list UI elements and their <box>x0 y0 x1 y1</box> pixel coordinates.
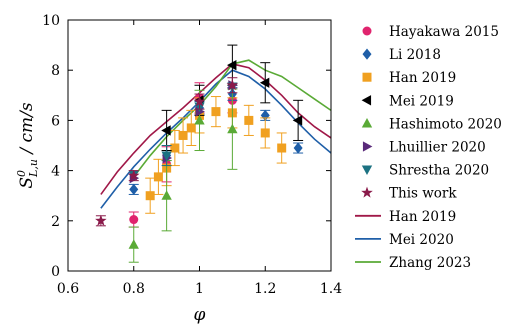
data-point-7-2 <box>193 95 206 107</box>
data-point-1-5 <box>293 142 303 154</box>
data-point-6-1 <box>161 151 172 161</box>
data-point-2-11 <box>277 143 287 153</box>
data-point-2-0 <box>145 191 155 201</box>
data-point-2-9 <box>244 115 254 125</box>
legend-label: Zhang 2023 <box>389 255 471 271</box>
plot-area <box>95 44 332 263</box>
y-tick-label: 2 <box>51 214 60 230</box>
y-tick-label: 0 <box>51 264 60 280</box>
data-point-3-4 <box>292 115 303 126</box>
data-point-7-1 <box>127 169 140 181</box>
data-point-4-3 <box>227 123 238 134</box>
x-tick-label: 1 <box>195 281 204 297</box>
data-point-0-0 <box>129 215 139 225</box>
legend-label: Li 2018 <box>389 47 441 63</box>
y-tick-label: 6 <box>51 113 60 129</box>
legend-label: Han 2019 <box>389 70 456 86</box>
data-point-2-7 <box>211 107 221 117</box>
data-point-2-5 <box>186 123 196 133</box>
legend-label: Mei 2020 <box>389 232 454 248</box>
data-point-7-0 <box>95 214 107 226</box>
y-axis-label: S0L,u / cm/s <box>15 102 40 188</box>
legend-marker-4 <box>361 118 373 128</box>
y-tick-label: 4 <box>51 164 60 180</box>
data-point-2-10 <box>260 128 270 138</box>
data-point-3-3 <box>259 77 270 88</box>
legend-marker-1 <box>362 48 372 60</box>
data-point-4-1 <box>161 190 172 200</box>
data-point-3-0 <box>161 125 171 136</box>
series-line-1 <box>100 69 332 209</box>
data-point-1-0 <box>129 183 139 196</box>
series-line-0 <box>100 63 332 195</box>
legend-label: Hayakawa 2015 <box>389 24 499 40</box>
legend-marker-5 <box>362 141 373 152</box>
data-point-4-0 <box>128 239 139 249</box>
legend-label: Lhuillier 2020 <box>389 140 486 156</box>
x-tick-label: 0.6 <box>57 281 79 297</box>
data-point-2-4 <box>178 130 188 140</box>
data-point-2-3 <box>170 143 180 153</box>
legend-marker-6 <box>361 165 373 175</box>
data-point-3-2 <box>226 60 237 71</box>
legend-label: Hashimoto 2020 <box>389 116 502 132</box>
data-point-2-1 <box>153 172 163 182</box>
data-point-7-3 <box>226 79 239 91</box>
legend-marker-0 <box>362 26 372 36</box>
legend: Hayakawa 2015 Li 2018 Han 2019 Mei 2019 Hash… <box>355 24 502 271</box>
axes: 0.6 0.8 1 1.2 1.4 0 2 4 6 8 10 φ S0L,u / cm/s <box>15 13 342 325</box>
x-tick-label: 1.4 <box>320 281 342 297</box>
legend-marker-3 <box>361 95 372 106</box>
x-tick-label: 0.8 <box>123 281 145 297</box>
legend-label: Han 2019 <box>389 209 456 225</box>
legend-label: This work <box>389 186 457 202</box>
legend-marker-7 <box>361 186 373 198</box>
data-point-4-2 <box>194 115 205 125</box>
legend-label: Mei 2019 <box>389 93 454 109</box>
x-tick-label: 1.2 <box>254 281 276 297</box>
y-tick-label: 8 <box>51 63 60 79</box>
legend-label: Shrestha 2020 <box>389 163 489 179</box>
x-axis-label: φ <box>194 305 206 325</box>
y-tick-label: 10 <box>42 13 60 29</box>
legend-marker-2 <box>362 72 372 82</box>
